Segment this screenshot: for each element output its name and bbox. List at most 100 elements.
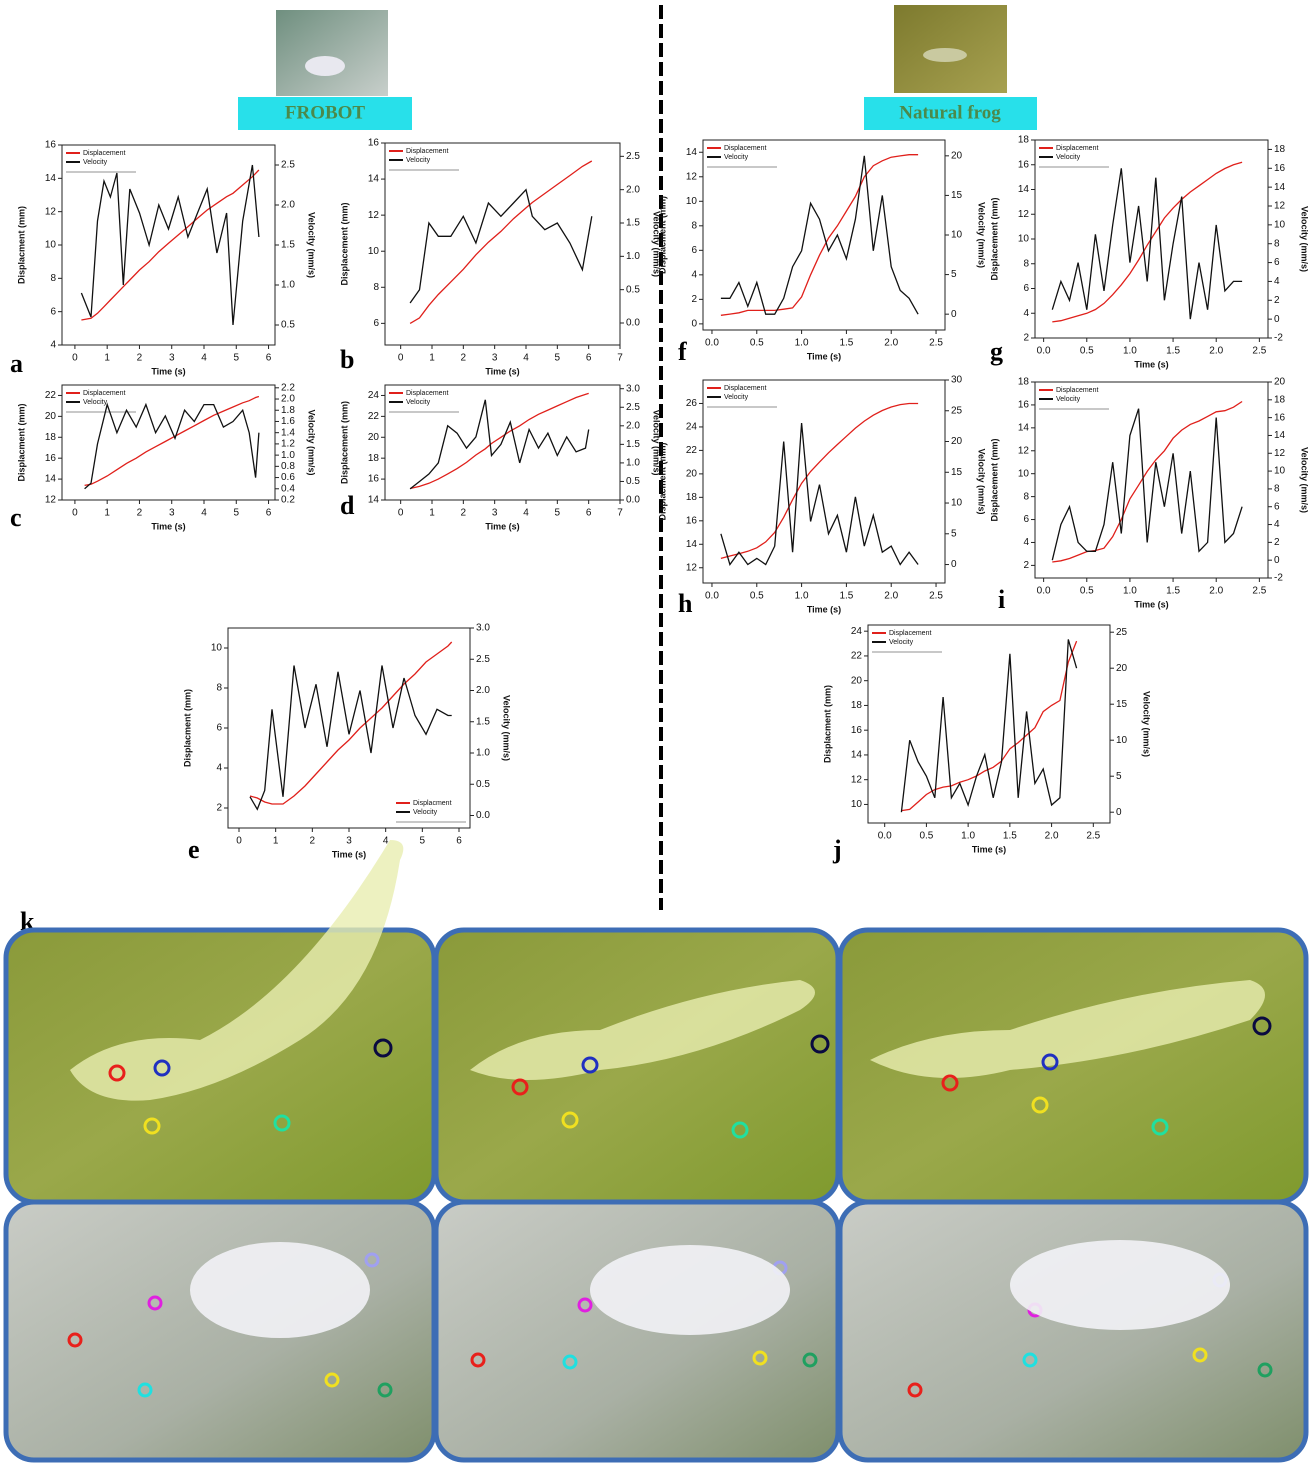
y2-tick-label: 16 xyxy=(1274,412,1286,423)
y-axis-label: Displacment (mm) xyxy=(822,685,832,763)
y-tick-label: 2 xyxy=(1023,333,1029,344)
y-tick-label: 14 xyxy=(851,750,863,761)
x-tick-label: 0.5 xyxy=(919,831,933,842)
x-tick-label: 3 xyxy=(492,353,498,364)
y-tick-label: 10 xyxy=(851,799,863,810)
y2-tick-label: 3.0 xyxy=(626,383,640,394)
plot-frame xyxy=(227,627,471,829)
y-tick-label: 16 xyxy=(45,453,57,464)
y2-tick-label: 8 xyxy=(1274,238,1280,249)
y2-tick-label: 0.5 xyxy=(281,320,295,331)
y2-tick-label: 8 xyxy=(1274,484,1280,495)
robot-bodies xyxy=(190,1240,1230,1338)
y-axis-label: Displacement (mm) xyxy=(989,197,999,280)
y-tick-label: 12 xyxy=(686,562,698,573)
x-axis-label: Time (s) xyxy=(807,604,841,614)
panel-label: e xyxy=(188,835,200,864)
y2-tick-label: 20 xyxy=(1116,663,1128,674)
x-tick-label: 1.0 xyxy=(1123,346,1137,357)
y2-tick-label: 20 xyxy=(951,436,963,447)
y2-tick-label: 2.5 xyxy=(626,151,640,162)
x-tick-label: 0 xyxy=(398,508,404,519)
series-line xyxy=(409,188,593,304)
y2-tick-label: 15 xyxy=(951,467,963,478)
x-tick-label: 5 xyxy=(233,508,239,519)
x-tick-label: 1.0 xyxy=(961,831,975,842)
x-tick-label: 4 xyxy=(383,836,389,847)
y2-axis-label: Velocity (mm/s) xyxy=(977,448,987,514)
panel-label: b xyxy=(340,345,354,374)
y-tick-label: 18 xyxy=(1018,135,1030,146)
y2-tick-label: 12 xyxy=(1274,448,1286,459)
series-line xyxy=(80,164,260,326)
x-tick-label: 0.5 xyxy=(750,338,764,349)
x-tick-label: 1.0 xyxy=(1123,586,1137,597)
x-tick-label: 7 xyxy=(617,353,623,364)
y2-tick-label: 1.5 xyxy=(626,439,640,450)
y2-tick-label: 1.5 xyxy=(281,240,295,251)
y2-tick-label: 0 xyxy=(951,559,957,570)
y-tick-label: 24 xyxy=(686,422,698,433)
panel-label: h xyxy=(678,589,693,618)
x-tick-label: 6 xyxy=(586,508,592,519)
y2-tick-label: 1.8 xyxy=(281,405,295,416)
frog-body xyxy=(470,980,815,1080)
x-tick-label: 0.0 xyxy=(1037,586,1051,597)
y2-tick-label: 0.4 xyxy=(281,483,295,494)
y2-axis-label: Velocity (mm/s) xyxy=(502,695,512,761)
x-tick-label: 0.5 xyxy=(750,591,764,602)
y-tick-label: 2 xyxy=(216,803,222,814)
x-tick-label: 1 xyxy=(429,353,435,364)
y-tick-label: 4 xyxy=(691,269,697,280)
x-tick-label: 0 xyxy=(72,508,78,519)
y2-tick-label: 1.4 xyxy=(281,427,295,438)
y2-tick-label: 1.6 xyxy=(281,416,295,427)
y-tick-label: 14 xyxy=(1018,184,1030,195)
panel-label: i xyxy=(998,585,1005,614)
y-tick-label: 10 xyxy=(45,240,57,251)
y-tick-label: 14 xyxy=(368,174,380,185)
x-tick-label: 6 xyxy=(456,836,462,847)
x-axis-label: Time (s) xyxy=(151,366,185,376)
plot-frame xyxy=(384,142,621,346)
y-tick-label: 18 xyxy=(45,432,57,443)
y-tick-label: 22 xyxy=(45,390,57,401)
x-tick-label: 2.5 xyxy=(1252,346,1266,357)
y2-tick-label: 2.0 xyxy=(281,200,295,211)
x-tick-label: 1.5 xyxy=(1166,346,1180,357)
y2-axis-label: Velocity (mm/s) xyxy=(1142,691,1152,757)
y-axis-label: Displacment (mm) xyxy=(16,206,26,284)
y-tick-label: 16 xyxy=(1018,400,1030,411)
y2-tick-label: 2.5 xyxy=(281,160,295,171)
y2-tick-label: 10 xyxy=(1274,466,1286,477)
x-tick-label: 5 xyxy=(233,353,239,364)
y2-tick-label: 0.5 xyxy=(626,284,640,295)
x-tick-label: 2.0 xyxy=(884,338,898,349)
series-line xyxy=(409,392,589,490)
x-tick-label: 4 xyxy=(523,508,529,519)
y2-tick-label: 6 xyxy=(1274,257,1280,268)
header-box xyxy=(864,97,1037,130)
y-tick-label: 18 xyxy=(1018,377,1030,388)
series-line xyxy=(249,641,453,805)
frog-shape xyxy=(923,48,967,62)
y2-tick-label: 2.0 xyxy=(476,685,490,696)
legend-label: Displacment xyxy=(413,800,452,807)
y-tick-label: 12 xyxy=(686,171,698,182)
series-line xyxy=(901,640,1078,812)
y-tick-label: 14 xyxy=(368,495,380,506)
y-tick-label: 12 xyxy=(368,210,380,221)
x-tick-label: 7 xyxy=(617,508,623,519)
y-tick-label: 4 xyxy=(1023,308,1029,319)
x-tick-label: 6 xyxy=(586,353,592,364)
y2-tick-label: -2 xyxy=(1274,333,1283,344)
panel-label: d xyxy=(340,491,355,520)
y-tick-label: 10 xyxy=(686,196,698,207)
y-tick-label: 8 xyxy=(1023,258,1029,269)
x-tick-label: 0.5 xyxy=(1080,586,1094,597)
plot-frame xyxy=(384,384,621,501)
y2-tick-label: 5 xyxy=(951,528,957,539)
y2-tick-label: 3.0 xyxy=(476,623,490,634)
y2-axis-label: Velocity (mm/s) xyxy=(307,409,317,475)
legend-label: Displacement xyxy=(406,390,448,397)
